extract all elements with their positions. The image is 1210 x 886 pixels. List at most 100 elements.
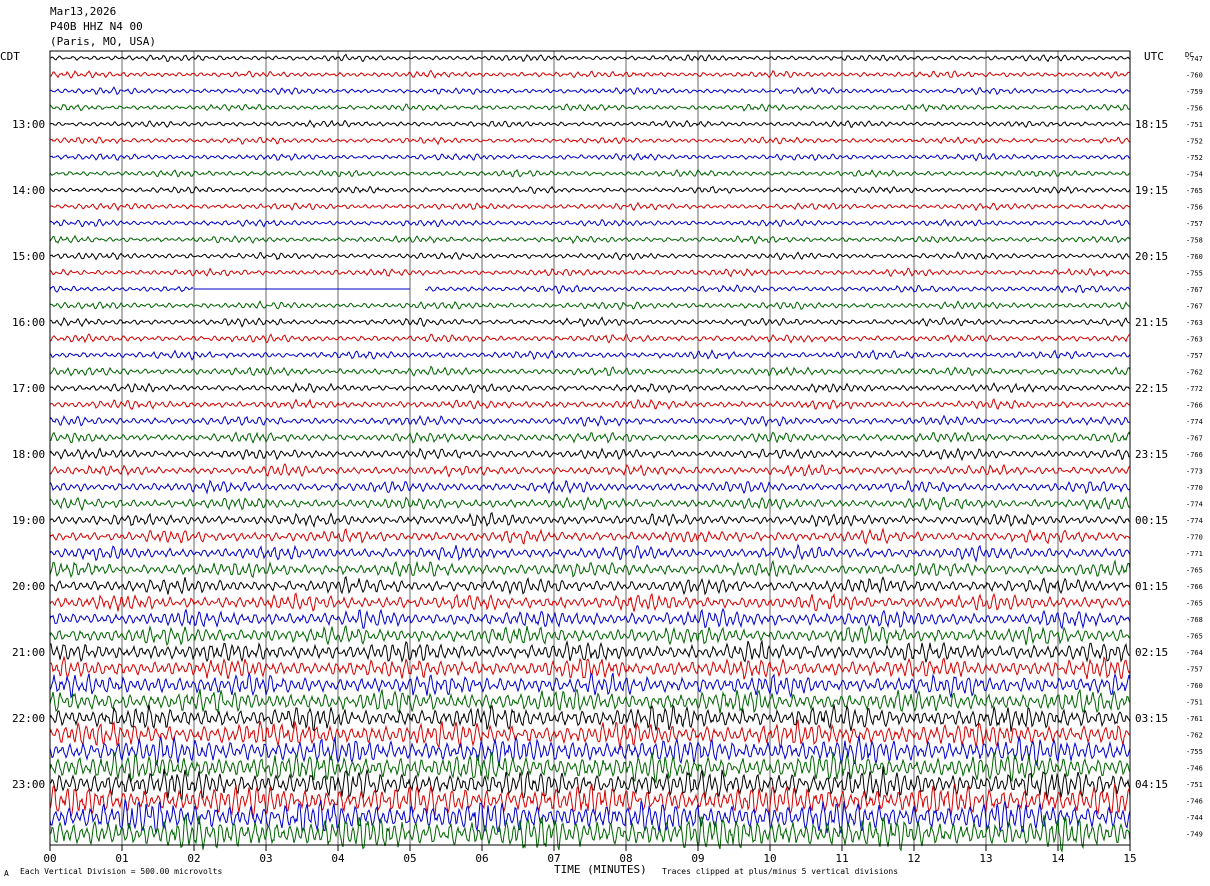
dc-offset-7: -754	[1186, 171, 1203, 179]
dc-offset-32: -766	[1186, 583, 1203, 591]
dc-offset-42: -755	[1186, 748, 1203, 756]
right-hour-label: 22:15	[1135, 382, 1168, 395]
dc-offset-10: -757	[1186, 220, 1203, 228]
right-hour-label: 02:15	[1135, 646, 1168, 659]
clipping-note: Traces clipped at plus/minus 5 vertical …	[662, 867, 898, 876]
trace-26	[49, 479, 1131, 495]
x-tick-label-01: 01	[115, 852, 128, 865]
dc-offset-17: -763	[1186, 336, 1203, 344]
right-hour-label: 18:15	[1135, 118, 1168, 131]
right-hour-label: 03:15	[1135, 712, 1168, 725]
dc-offset-35: -765	[1186, 633, 1203, 641]
dc-offset-39: -751	[1186, 699, 1203, 707]
header-station: P40B HHZ N4 00	[50, 20, 143, 33]
dc-offset-15: -767	[1186, 303, 1203, 311]
dc-offset-23: -767	[1186, 435, 1203, 443]
dc-offset-21: -766	[1186, 402, 1203, 410]
trace-44	[49, 766, 1131, 801]
x-tick-label-10: 10	[763, 852, 776, 865]
trace-16	[50, 316, 1131, 328]
dc-offset-47: -749	[1186, 831, 1203, 839]
dc-offset-6: -752	[1186, 154, 1203, 162]
dc-offset-41: -762	[1186, 732, 1203, 740]
right-hour-label: 20:15	[1135, 250, 1168, 263]
trace-35	[49, 624, 1131, 647]
left-zone-label: CDT	[0, 50, 20, 63]
dc-offset-13: -755	[1186, 270, 1203, 278]
dc-offset-0: -747	[1186, 55, 1203, 63]
trace-7	[49, 168, 1131, 178]
trace-41	[49, 719, 1131, 750]
dc-offset-44: -751	[1186, 781, 1203, 789]
x-tick-label-15: 15	[1123, 852, 1136, 865]
dc-offset-31: -765	[1186, 567, 1203, 575]
x-tick-label-03: 03	[259, 852, 272, 865]
left-hour-label: 17:00	[12, 382, 45, 395]
right-zone-label: UTC	[1144, 50, 1164, 63]
dc-offset-43: -746	[1186, 765, 1203, 773]
right-hour-label: 21:15	[1135, 316, 1168, 329]
x-tick-label-08: 08	[619, 852, 632, 865]
right-hour-label: 00:15	[1135, 514, 1168, 527]
dc-offset-36: -764	[1186, 649, 1203, 657]
x-axis-title: TIME (MINUTES)	[554, 863, 647, 876]
trace-10	[49, 218, 1131, 228]
station-header: Mar13,2026 P40B HHZ N4 00 (Paris, MO, US…	[50, 4, 156, 49]
trace-47	[49, 814, 1131, 853]
x-tick-label-07: 07	[547, 852, 560, 865]
dc-offset-4: -751	[1186, 121, 1203, 129]
trace-46	[49, 799, 1131, 834]
right-hour-label: 19:15	[1135, 184, 1168, 197]
dc-offset-40: -761	[1186, 715, 1203, 723]
trace-5	[49, 136, 1131, 146]
trace-39	[49, 688, 1131, 714]
trace-40	[49, 704, 1131, 732]
left-hour-label: 14:00	[12, 184, 45, 197]
left-hour-label: 13:00	[12, 118, 45, 131]
dc-offset-2: -759	[1186, 88, 1203, 96]
dc-offset-16: -763	[1186, 319, 1203, 327]
left-hour-label: 20:00	[12, 580, 45, 593]
dc-offset-27: -774	[1186, 501, 1203, 509]
x-tick-label-02: 02	[187, 852, 200, 865]
header-location: (Paris, MO, USA)	[50, 35, 156, 48]
trace-42	[49, 735, 1131, 768]
x-tick-label-13: 13	[979, 852, 992, 865]
x-tick-label-05: 05	[403, 852, 416, 865]
dc-offset-37: -757	[1186, 666, 1203, 674]
trace-36	[49, 639, 1131, 663]
trace-3	[49, 103, 1131, 113]
dc-offset-25: -773	[1186, 468, 1203, 476]
trace-12	[49, 251, 1131, 261]
trace-0	[49, 53, 1131, 63]
trace-31	[49, 559, 1131, 579]
dc-offset-28: -774	[1186, 517, 1203, 525]
axis-labels: 00 01 02 03 04 05 06 07 08 09 10 11 12 13 14 15 -747 -760…	[12, 55, 1203, 865]
trace-37	[49, 655, 1131, 680]
trace-29	[49, 527, 1131, 545]
trace-15	[49, 300, 1131, 311]
trace-34	[49, 607, 1131, 630]
trace-18	[49, 348, 1131, 361]
trace-11	[49, 234, 1131, 245]
dc-offset-45: -746	[1186, 798, 1203, 806]
dc-offset-3: -756	[1186, 105, 1203, 113]
dc-offset-29: -770	[1186, 534, 1203, 542]
trace-17	[49, 333, 1131, 344]
trace-38	[49, 672, 1131, 699]
dc-offset-9: -756	[1186, 204, 1203, 212]
left-hour-label: 16:00	[12, 316, 45, 329]
dc-offset-5: -752	[1186, 138, 1203, 146]
trace-22	[49, 414, 1131, 428]
trace-30	[49, 543, 1131, 563]
dc-offset-20: -772	[1186, 385, 1203, 393]
trace-28	[49, 512, 1131, 529]
x-axis-ticks	[49, 845, 1131, 851]
plot-frame	[49, 50, 1131, 846]
dc-offset-18: -757	[1186, 352, 1203, 360]
left-hour-label: 22:00	[12, 712, 45, 725]
x-tick-label-04: 04	[331, 852, 345, 865]
left-hour-label: 23:00	[12, 778, 45, 791]
left-hour-label: 21:00	[12, 646, 45, 659]
dc-header: DC	[1185, 51, 1193, 59]
